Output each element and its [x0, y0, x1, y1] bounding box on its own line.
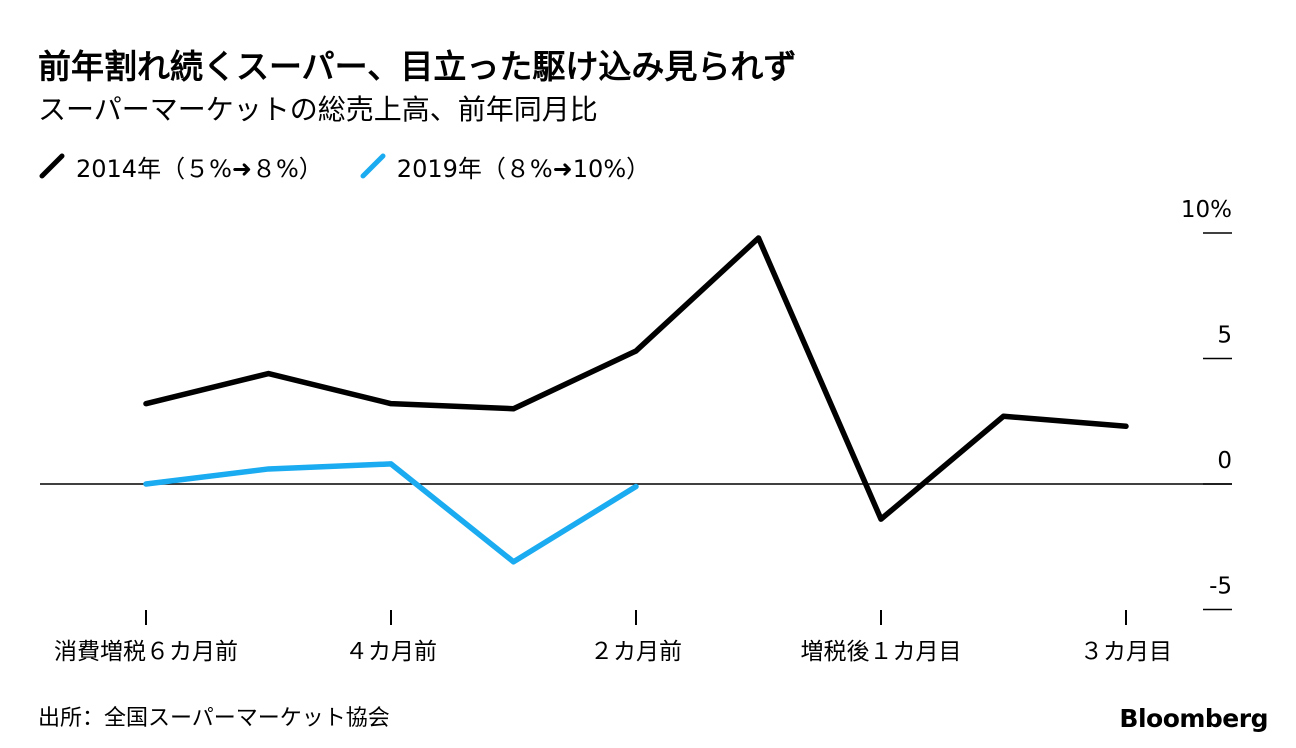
- series-line-1: [143, 461, 639, 565]
- x-tick-label-4: ３カ月目: [1080, 639, 1172, 665]
- y-tick-label-3: -5: [1209, 574, 1232, 600]
- legend: 2014年（５%➜８%） 2019年（８%➜10%）: [38, 148, 686, 184]
- y-tick-label-0: 10%: [1181, 197, 1232, 223]
- x-tick-label-0: 消費増税６カ月前: [54, 639, 238, 665]
- legend-swatch-2019: [360, 153, 386, 179]
- bloomberg-logo: Bloomberg: [1119, 704, 1268, 733]
- chart-title: 前年割れ続くスーパー、目立った駆け込み見られず: [38, 47, 797, 86]
- legend-item-2014: 2014年（５%➜８%）: [38, 149, 323, 184]
- x-tick-label-2: ２カ月前: [590, 639, 682, 665]
- source-note: 出所：全国スーパーマーケット協会: [38, 706, 390, 731]
- legend-label-2019: 2019年（８%➜10%）: [396, 154, 651, 183]
- y-tick-label-1: 5: [1217, 323, 1232, 349]
- x-tick-label-3: 増税後１カ月目: [801, 639, 962, 665]
- legend-item-2019: 2019年（８%➜10%）: [359, 149, 650, 184]
- x-tick-label-1: ４カ月前: [345, 639, 437, 665]
- legend-swatch-2014: [39, 153, 65, 179]
- y-tick-label-2: 0: [1217, 448, 1232, 474]
- chart-subtitle: スーパーマーケットの総売上高、前年同月比: [38, 93, 598, 126]
- legend-label-2014: 2014年（５%➜８%）: [76, 154, 323, 183]
- series-line-0: [143, 235, 1129, 522]
